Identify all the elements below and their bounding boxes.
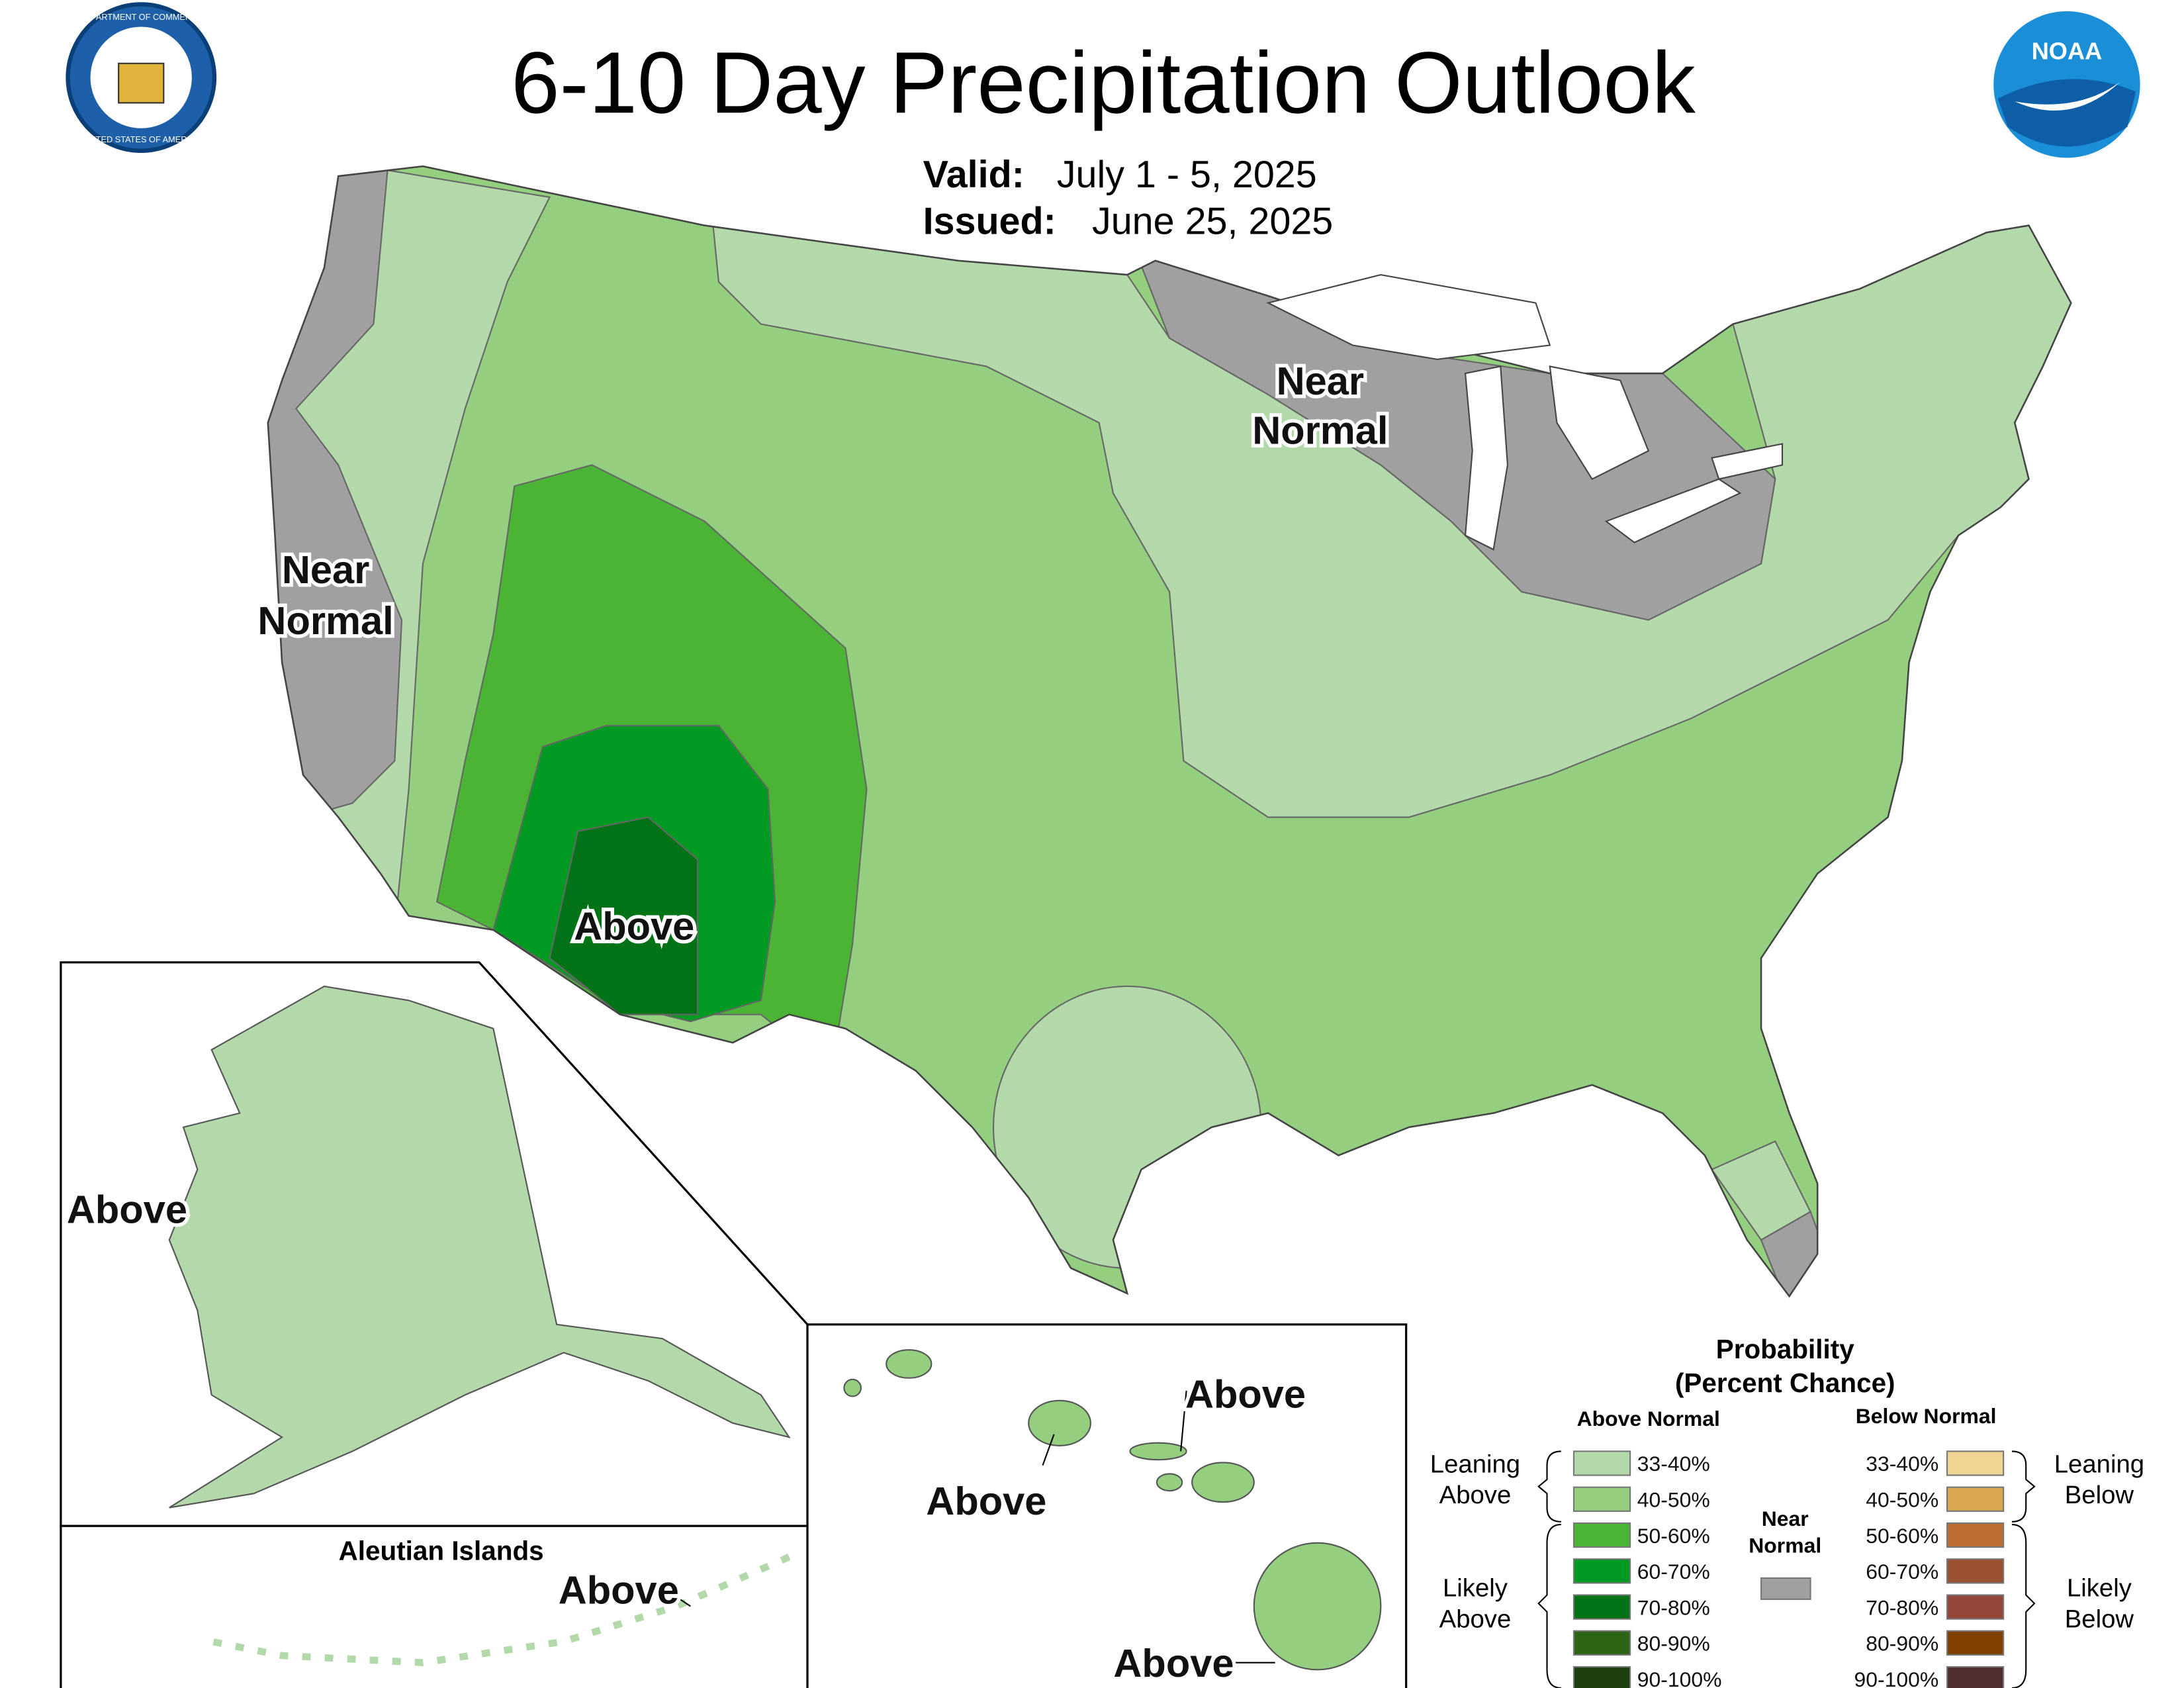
legend-swatch [1572,1630,1631,1656]
issued-date: June 25, 2025 [1092,200,1333,242]
legend-label: 70-80% [1637,1595,1710,1619]
legend-swatch [1946,1522,2005,1548]
lake-huron [1549,365,1650,481]
label-leader [668,1591,691,1607]
region-label: Above [574,904,694,949]
legend-label: 40-50% [1637,1487,1710,1511]
region-label: Above [1185,1372,1306,1416]
legend-label: 80-90% [1866,1632,1938,1656]
legend-label: 70-80% [1866,1595,1938,1619]
legend-label: 50-60% [1866,1524,1938,1548]
legend-swatch [1572,1450,1631,1476]
legend-heading: Below Normal [1856,1404,1997,1428]
legend-swatch [1946,1666,2005,1688]
legend-label: 60-70% [1866,1560,1938,1583]
region-label: Normal [257,598,393,643]
noaa-text: NOAA [2032,37,2103,64]
lake-superior [1266,273,1551,360]
legend-swatch [1572,1486,1631,1512]
seal-text-bottom: UNITED STATES OF AMERICA [81,134,202,144]
issued-label: Issued: [923,200,1056,242]
seal-shield [118,62,165,104]
legend-swatch [1760,1577,1811,1600]
legend-swatch [1946,1558,2005,1584]
legend-title: Probability [1716,1334,1854,1364]
region-label: Above [67,1188,187,1232]
legend-group-label: Leaning [1430,1450,1520,1478]
legend-group-label: Likely [1443,1574,1508,1603]
legend-label: Near [1762,1507,1809,1530]
hawaii-island [1028,1399,1091,1446]
valid-label: Valid: [923,154,1024,196]
legend-label: 80-90% [1637,1632,1710,1656]
region-label: Above [926,1479,1046,1523]
legend-title: (Percent Chance) [1675,1368,1895,1398]
legend-label: 90-100% [1854,1667,1939,1688]
alaska [168,985,791,1509]
region-label: Near [1277,359,1364,403]
legend-swatch [1946,1486,2005,1512]
lake-ontario [1711,443,1784,480]
seal-text-top: DEPARTMENT OF COMMERCE [79,12,203,22]
legend-swatch [1946,1630,2005,1656]
hawaii-island [843,1378,862,1397]
legend-brace [2011,1524,2036,1688]
lake-michigan [1464,365,1508,551]
legend-group-label: Leaning [2054,1450,2144,1478]
legend-swatch [1572,1666,1631,1688]
lake-erie [1604,478,1742,543]
legend-label: 40-50% [1866,1487,1938,1511]
valid-date: July 1 - 5, 2025 [1057,154,1317,196]
legend-group-label: Above [1439,1481,1512,1509]
title: 6-10 Day Precipitation Outlook [511,34,1696,131]
hawaii-island [1191,1462,1255,1503]
leaning-above-texas [992,985,1262,1269]
region-label: Near [282,547,369,592]
hawaii-island [1253,1542,1382,1671]
legend-swatch [1572,1522,1631,1548]
likely-above-70 [549,816,699,1015]
legend-group-label: Below [2065,1481,2134,1509]
legend-swatch [1572,1558,1631,1584]
legend-brace [1537,1524,1561,1688]
legend-brace [2011,1450,2036,1523]
legend-label: 60-70% [1637,1560,1710,1583]
hawaii-island [1129,1442,1187,1461]
legend-brace [1537,1450,1561,1523]
legend-label: 50-60% [1637,1524,1710,1548]
legend-group-label: Above [1439,1605,1512,1633]
legend-swatch [1946,1594,2005,1620]
legend-label: Normal [1749,1534,1821,1558]
noaa-gull [2015,81,2120,111]
legend-label: 33-40% [1866,1452,1938,1476]
legend-group-label: Below [2065,1605,2134,1633]
region-label: Above [1113,1641,1234,1685]
hawaii-island [1156,1473,1183,1492]
legend-group-label: Likely [2067,1574,2132,1603]
legend-heading: Above Normal [1577,1407,1720,1430]
legend-swatch [1946,1450,2005,1476]
region-label: Above [559,1568,679,1612]
legend-label: 90-100% [1637,1667,1722,1688]
legend-swatch [1572,1594,1631,1620]
legend-label: 33-40% [1637,1452,1710,1476]
label-leader [1042,1434,1055,1466]
aleutian-title: Aleutian Islands [339,1535,544,1566]
label-leader [1180,1390,1187,1452]
hawaii-island [886,1349,933,1379]
region-label: Normal [1252,408,1388,452]
